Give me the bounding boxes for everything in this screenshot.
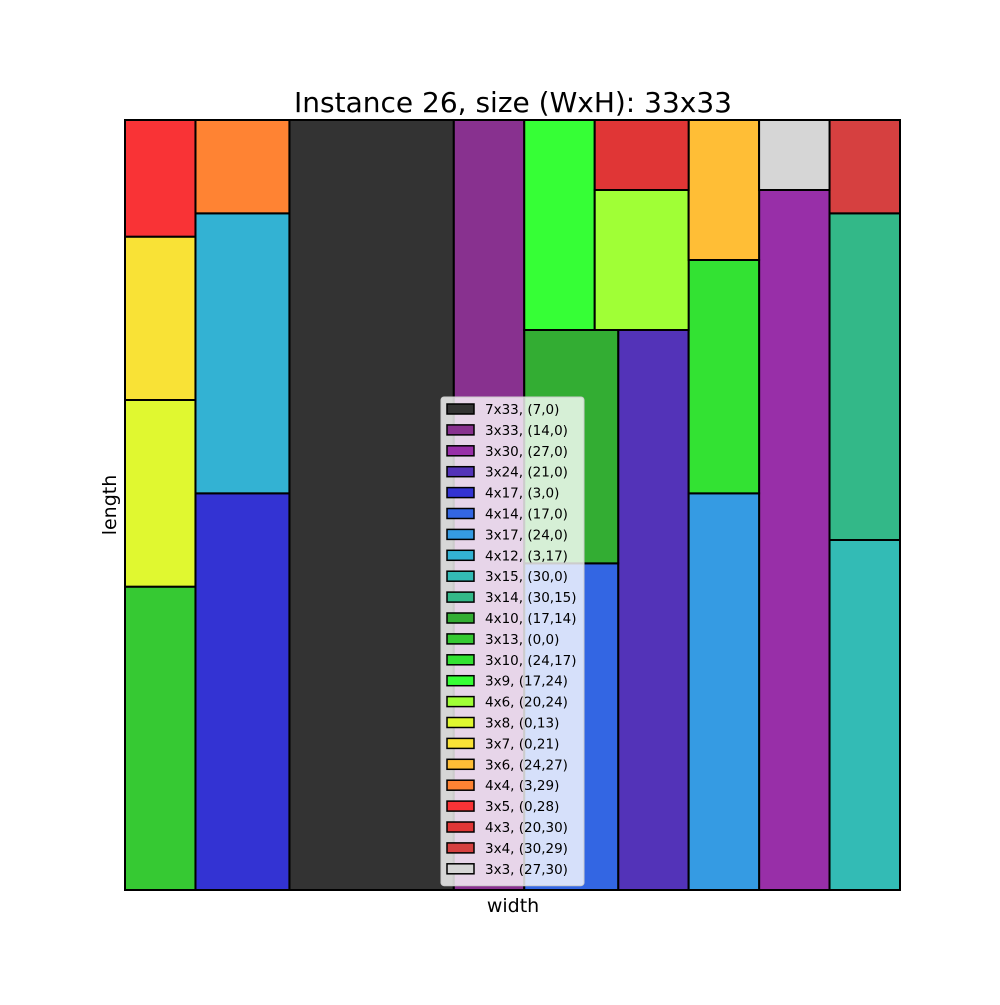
rectangle-13 xyxy=(523,119,596,331)
legend-swatch-19 xyxy=(446,800,475,812)
legend-swatch-22 xyxy=(446,863,475,875)
legend-swatch-18 xyxy=(446,779,475,791)
legend-swatch-11 xyxy=(446,633,475,645)
rectangle-3 xyxy=(617,329,690,891)
legend-swatch-2 xyxy=(446,445,475,457)
legend-label-17: 3x6, (24,27) xyxy=(485,757,568,773)
legend-swatch-3 xyxy=(446,465,475,478)
chart-title: Instance 26, size (WxH): 33x33 xyxy=(294,86,732,119)
rectangle-18 xyxy=(194,119,291,215)
legend-label-15: 3x8, (0,13) xyxy=(485,716,559,732)
legend-swatch-5 xyxy=(446,507,475,520)
rectangle-6 xyxy=(687,492,761,891)
legend-label-13: 3x9, (17,24) xyxy=(485,674,568,690)
rectangle-7 xyxy=(194,212,291,495)
legend-label-3: 3x24, (21,0) xyxy=(485,465,568,481)
legend-label-5: 4x14, (17,0) xyxy=(485,507,568,523)
legend-label-8: 3x15, (30,0) xyxy=(485,569,568,585)
rectangle-9 xyxy=(828,212,902,541)
legend-swatch-12 xyxy=(446,654,475,666)
rectangle-0 xyxy=(288,119,455,891)
rectangle-8 xyxy=(828,539,902,891)
legend-swatch-13 xyxy=(446,674,475,687)
legend-label-18: 4x4, (3,29) xyxy=(485,778,559,794)
legend-swatch-21 xyxy=(446,842,475,854)
legend-swatch-17 xyxy=(446,758,475,771)
legend-swatch-10 xyxy=(446,612,475,624)
legend-label-0: 7x33, (7,0) xyxy=(485,402,559,418)
y-axis-label: length xyxy=(99,475,121,536)
legend-label-1: 3x33, (14,0) xyxy=(485,423,568,439)
legend-label-21: 3x4, (30,29) xyxy=(485,841,568,857)
legend-swatch-7 xyxy=(446,549,475,562)
legend-label-7: 4x12, (3,17) xyxy=(485,548,568,564)
legend-swatch-15 xyxy=(446,716,475,729)
legend-swatch-9 xyxy=(446,591,475,603)
legend-label-9: 3x14, (30,15) xyxy=(485,590,577,606)
legend-swatch-16 xyxy=(446,737,475,750)
legend-label-14: 4x6, (20,24) xyxy=(485,695,568,711)
plot-frame xyxy=(124,119,901,891)
legend: 7x33, (7,0) 3x33, (14,0) 3x30, (27,0) 3x24,… xyxy=(440,396,585,887)
rectangle-2 xyxy=(758,189,831,891)
rectangle-22 xyxy=(758,119,831,191)
legend-label-19: 3x5, (0,28) xyxy=(485,799,559,815)
rectangle-19 xyxy=(124,119,197,238)
legend-label-22: 3x3, (27,30) xyxy=(485,862,568,878)
legend-label-11: 3x13, (0,0) xyxy=(485,632,559,648)
legend-box xyxy=(440,396,585,887)
rectangle-12 xyxy=(687,259,761,495)
legend-label-20: 4x3, (20,30) xyxy=(485,820,568,836)
legend-swatch-8 xyxy=(446,570,475,582)
legend-label-2: 3x30, (27,0) xyxy=(485,444,568,460)
legend-label-4: 4x17, (3,0) xyxy=(485,486,559,502)
x-axis-label: width xyxy=(487,895,539,917)
rectangle-21 xyxy=(828,119,902,215)
legend-swatch-6 xyxy=(446,528,475,541)
legend-label-12: 3x10, (24,17) xyxy=(485,653,577,669)
legend-swatch-20 xyxy=(446,821,475,833)
rectangle-11 xyxy=(124,585,197,892)
rectangle-16 xyxy=(124,235,197,401)
rectangle-14 xyxy=(593,189,690,331)
legend-label-10: 4x10, (17,14) xyxy=(485,611,577,627)
rectangle-17 xyxy=(687,119,761,261)
legend-label-6: 3x17, (24,0) xyxy=(485,527,568,543)
legend-swatch-4 xyxy=(446,486,475,499)
rectangle-20 xyxy=(593,119,690,191)
rectangle-4 xyxy=(194,492,291,891)
rectangle-15 xyxy=(124,399,197,588)
legend-label-16: 3x7, (0,21) xyxy=(485,736,559,752)
legend-swatch-1 xyxy=(446,424,475,436)
legend-swatch-14 xyxy=(446,695,475,708)
legend-swatch-0 xyxy=(446,403,475,415)
